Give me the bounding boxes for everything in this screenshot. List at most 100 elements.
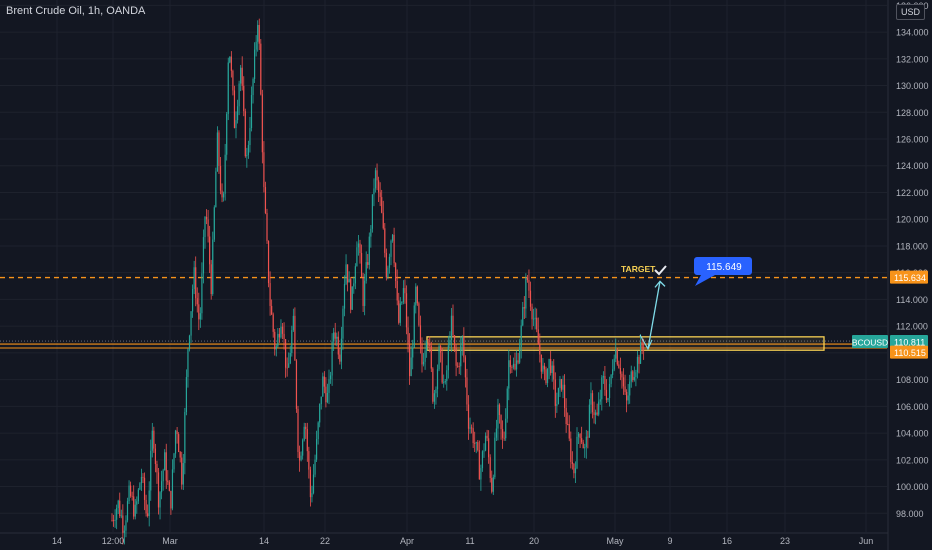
- y-tick-label: 114.000: [896, 295, 928, 305]
- candle-body: [297, 408, 299, 452]
- target-callout: [694, 257, 752, 286]
- candle-body: [381, 197, 383, 213]
- candle-body: [184, 412, 186, 464]
- candle-body: [543, 365, 546, 370]
- candle-body: [385, 252, 387, 278]
- candle-body: [429, 343, 431, 347]
- candle-body: [134, 504, 136, 517]
- candle-body: [489, 457, 491, 479]
- candle-body: [461, 336, 463, 346]
- candle-body: [312, 474, 315, 494]
- candle-body: [588, 404, 590, 438]
- candle-body: [278, 333, 280, 338]
- candle-body: [508, 360, 510, 389]
- candle-body: [430, 346, 432, 369]
- candle-body: [260, 43, 262, 95]
- candle-body: [258, 24, 260, 44]
- candle-body: [303, 426, 305, 441]
- candle-body: [567, 424, 569, 425]
- candle-body: [269, 283, 271, 306]
- candle-body: [591, 393, 594, 413]
- candle-body: [564, 384, 566, 408]
- candle-body: [145, 500, 147, 514]
- currency-button[interactable]: USD: [896, 4, 925, 20]
- candle-body: [533, 318, 535, 320]
- candle-body: [300, 455, 302, 461]
- candle-body: [162, 470, 164, 482]
- candle-body: [474, 443, 476, 444]
- x-tick-label: Jun: [859, 536, 874, 546]
- x-tick-label: May: [606, 536, 624, 546]
- candle-body: [484, 435, 487, 451]
- candle-body: [212, 239, 214, 295]
- candle-body: [272, 314, 274, 332]
- candle-body: [568, 424, 570, 439]
- candle-body: [526, 277, 528, 281]
- candle-body: [181, 457, 183, 485]
- candle-body: [409, 343, 411, 377]
- candle-body: [545, 369, 547, 384]
- candle-body: [210, 264, 212, 295]
- candle-body: [457, 365, 459, 367]
- candle-body: [116, 508, 118, 520]
- candle-body: [624, 386, 626, 392]
- candle-body: [215, 171, 217, 208]
- candle-body: [511, 367, 513, 368]
- candle-body: [604, 376, 606, 390]
- candle-body: [514, 363, 516, 370]
- candle-body: [123, 530, 125, 533]
- candle-body: [424, 350, 426, 362]
- candle-body: [371, 194, 373, 229]
- y-tick-label: 120.000: [896, 215, 929, 225]
- candle-body: [136, 501, 138, 505]
- candle-body: [314, 459, 316, 475]
- candle-body: [257, 24, 259, 42]
- candle-body: [387, 267, 389, 278]
- candle-body: [120, 515, 122, 517]
- candle-body: [520, 325, 522, 348]
- candle-body: [426, 342, 428, 351]
- candle-body: [512, 363, 515, 368]
- candle-body: [275, 346, 277, 350]
- candle-body: [156, 464, 158, 473]
- target-price-tag-bg: [890, 270, 928, 284]
- candle-body: [348, 279, 350, 283]
- candle-body: [370, 228, 372, 237]
- candle-body: [421, 343, 423, 365]
- candle-body: [523, 307, 525, 309]
- candle-body: [486, 435, 488, 439]
- price-axis[interactable]: 98.000 100.000 102.000 104.000 106.000 108.00…: [852, 1, 929, 519]
- candle-body: [342, 308, 344, 339]
- candle-body: [636, 356, 639, 373]
- candle-body: [351, 286, 353, 310]
- candle-body: [500, 415, 502, 430]
- entry-arrow: [639, 334, 653, 351]
- candle-body: [488, 438, 490, 458]
- candle-body: [167, 480, 169, 483]
- support-price-tag-bg: [890, 345, 928, 359]
- candle-body: [630, 371, 632, 382]
- candle-body: [464, 357, 466, 378]
- candle-body: [540, 354, 542, 372]
- candle-body: [288, 363, 290, 368]
- candle-body: [289, 352, 291, 364]
- candle-body: [444, 380, 446, 383]
- time-axis[interactable]: 14 12:00 Mar 14 22 Apr 11 20 May 9 16 23 Jun: [52, 536, 873, 546]
- candle-body: [213, 207, 215, 240]
- candle-body: [467, 404, 470, 429]
- candle-body: [398, 300, 400, 323]
- candle-body: [267, 240, 270, 284]
- candle-body: [209, 236, 211, 265]
- candle-body: [641, 342, 643, 348]
- candle-body: [622, 377, 625, 387]
- candle-body: [587, 436, 589, 438]
- candle-body: [550, 359, 552, 374]
- y-tick-label: 98.000: [896, 509, 924, 519]
- candle-body: [506, 388, 508, 419]
- candle-body: [252, 78, 254, 96]
- candle-body: [161, 481, 163, 493]
- candle-body: [246, 154, 248, 157]
- candle-body: [576, 436, 578, 469]
- candle-body: [368, 236, 370, 265]
